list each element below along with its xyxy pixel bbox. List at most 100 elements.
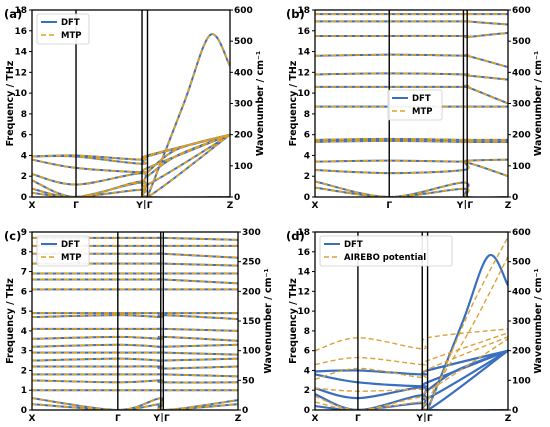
y-tick-label: 6 [21,131,27,141]
y-tick-label: 0 [304,406,310,416]
panel-label: (c) [4,229,21,243]
mtp-line-8 [147,133,230,177]
y2-tick-label: 600 [234,6,253,16]
dft-line-5 [32,278,238,285]
mtp-line-7 [146,33,230,197]
mtp-line-3 [315,53,508,68]
x-tick-label: Γ [73,201,79,211]
x-tick-label: Y [415,414,423,424]
dft-line-12 [32,351,238,356]
y-tick-label: 16 [297,27,310,37]
panel-label: (d) [286,229,305,243]
y2-tick-label: 300 [512,317,531,327]
y-tick-label: 6 [21,287,27,297]
y-axis-label: Frequency / THz [288,278,299,364]
dft-line-7 [146,33,230,197]
y-tick-label: 9 [21,228,27,238]
y-tick-label: 4 [21,327,27,337]
x-tick-label: Γ [467,201,473,211]
x-tick-label: Γ [427,414,433,424]
y2-tick-label: 0 [512,193,518,203]
x-tick-label: Γ [386,201,392,211]
panel-label: (b) [286,7,305,21]
y-tick-label: 6 [304,347,310,357]
dft-line-3 [315,53,508,69]
y-tick-label: 8 [21,248,27,258]
airebo-line-7 [426,256,508,401]
y-tick-label: 10 [14,89,27,99]
y-tick-label: 2 [304,386,310,396]
x-tick-label: Z [505,414,512,424]
y-axis-label: Frequency / THz [288,60,299,146]
x-tick-label: Γ [355,414,361,424]
x-tick-label: X [29,414,36,424]
x-tick-label: Y [135,201,143,211]
y2-tick-label: 300 [242,228,261,238]
mtp-line-11 [315,180,508,197]
y2-tick-label: 200 [242,287,261,297]
y2-tick-label: 250 [242,258,261,268]
legend-label: DFT [412,94,431,104]
legend-label: DFT [61,240,80,250]
y-tick-label: 10 [297,89,310,99]
legend-label: MTP [61,31,82,41]
y2-axis-label: Wavenumber / cm⁻¹ [533,51,544,156]
y-tick-label: 12 [14,68,27,78]
y-tick-label: 7 [21,268,27,278]
mtp-line-6 [32,133,230,161]
dft-line-11 [32,343,238,348]
y-tick-label: 14 [297,268,310,278]
legend-label: MTP [412,107,433,117]
dft-line-8 [146,133,230,178]
y-tick-label: 14 [14,48,27,58]
y-tick-label: 4 [304,366,310,376]
dft-line-16 [32,379,238,384]
y2-tick-label: 100 [234,162,253,172]
y-tick-label: 16 [14,27,27,37]
y-tick-label: 16 [297,248,310,258]
y2-tick-label: 200 [512,131,531,141]
y2-tick-label: 300 [512,100,531,110]
y-tick-label: 8 [304,327,310,337]
y-tick-label: 18 [14,6,27,16]
y2-tick-label: 500 [512,37,531,47]
y2-tick-label: 100 [512,376,531,386]
y-tick-label: 3 [21,347,27,357]
y2-tick-label: 150 [242,317,261,327]
airebo-line-0 [315,328,508,352]
x-tick-label: Z [505,201,512,211]
y-tick-label: 18 [297,228,310,238]
y-tick-label: 4 [21,151,27,161]
y2-tick-label: 400 [234,68,253,78]
legend-box [319,235,453,267]
y2-tick-label: 0 [234,193,240,203]
x-tick-label: X [312,201,319,211]
x-tick-label: X [29,201,36,211]
y2-axis-label: Wavenumber / cm⁻¹ [533,268,544,373]
airebo-line-4 [315,395,508,410]
dft-line-10 [315,161,508,178]
y2-axis-label: Wavenumber / cm⁻¹ [255,51,266,156]
y2-tick-label: 200 [234,131,253,141]
y-tick-label: 12 [297,68,310,78]
y2-tick-label: 300 [234,100,253,110]
y2-tick-label: 500 [234,37,253,47]
x-tick-label: Z [235,414,242,424]
x-tick-label: X [312,414,319,424]
y2-tick-label: 0 [242,406,248,416]
x-tick-label: Y [456,201,464,211]
dft-line-15 [32,373,238,378]
y-tick-label: 1 [21,386,27,396]
panel-label: (a) [4,7,22,21]
y2-tick-label: 0 [512,406,518,416]
y2-tick-label: 400 [512,68,531,78]
y2-tick-label: 600 [512,6,531,16]
y2-tick-label: 500 [512,258,531,268]
y2-axis-label: Wavenumber / cm⁻¹ [263,268,274,373]
y-tick-label: 0 [304,193,310,203]
y-tick-label: 10 [297,307,310,317]
